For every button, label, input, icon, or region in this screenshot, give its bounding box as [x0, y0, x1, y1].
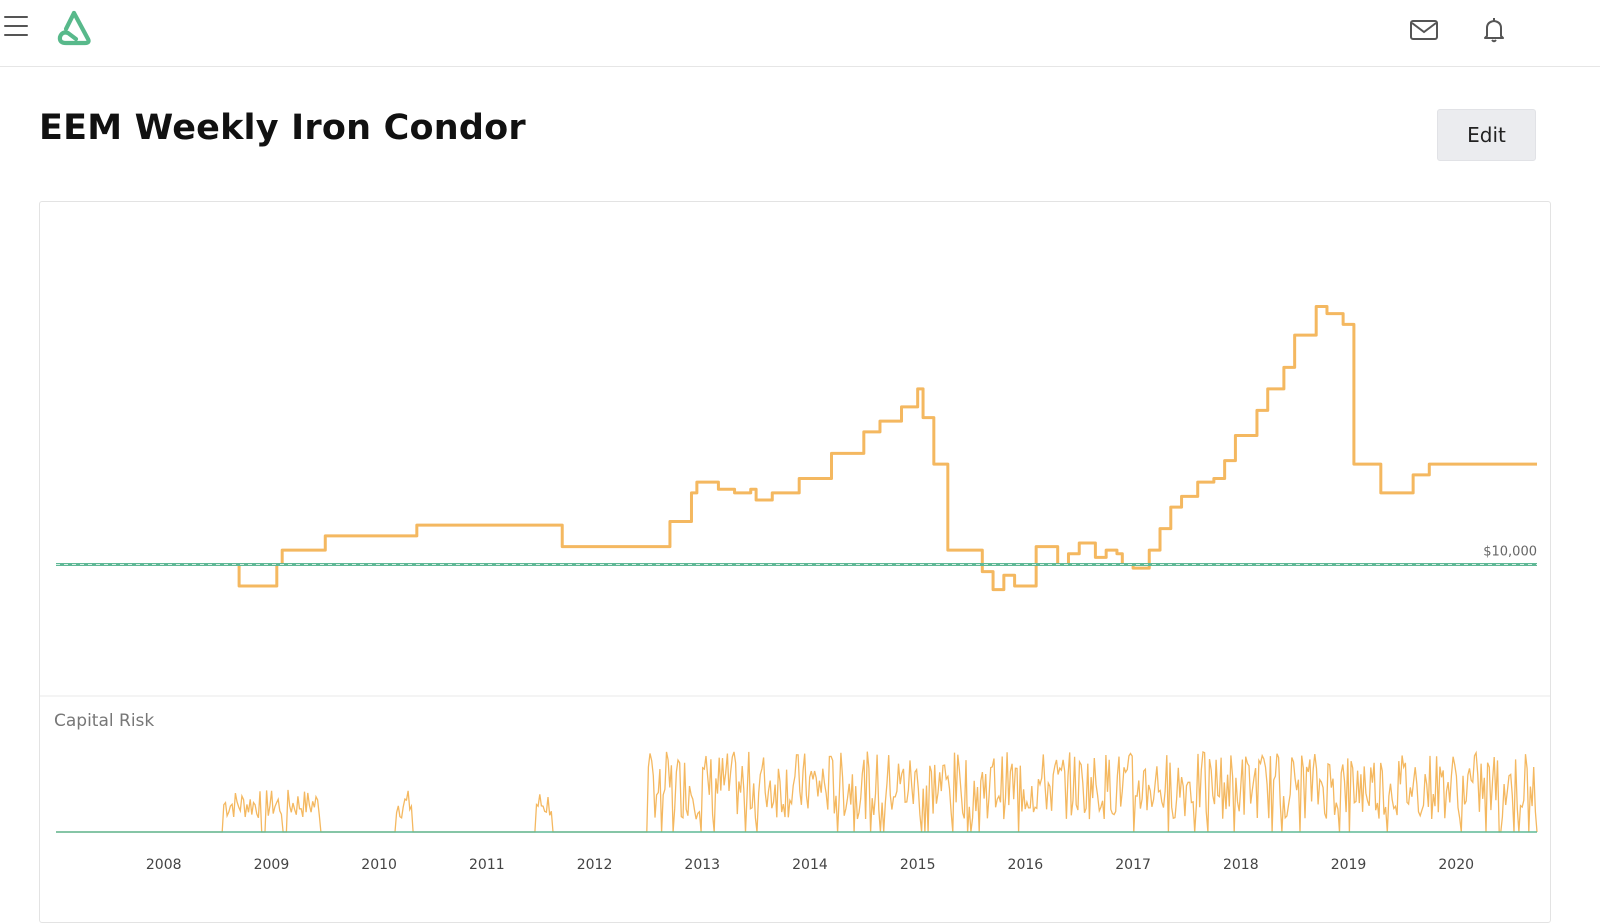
x-tick-label: 2012 — [577, 857, 613, 873]
x-tick-label: 2010 — [361, 857, 397, 873]
x-tick-label: 2013 — [684, 857, 720, 873]
hamburger-menu-icon[interactable] — [4, 16, 28, 38]
bell-icon[interactable] — [1478, 14, 1510, 46]
equity-layer — [228, 305, 1537, 592]
x-tick-label: 2009 — [254, 857, 290, 873]
page-title: EEM Weekly Iron Condor — [39, 108, 526, 148]
top-navigation-bar — [0, 0, 1600, 67]
capital-risk-layer — [56, 750, 1538, 833]
capital-risk-series-line — [56, 750, 1538, 833]
mail-icon[interactable] — [1408, 14, 1440, 46]
chart-card: $10,000 Capital Risk 2008 2009 2010 2011 201… — [39, 201, 1551, 923]
app-logo-icon[interactable] — [54, 9, 94, 47]
x-tick-label: 2014 — [792, 857, 828, 873]
x-tick-label: 2018 — [1223, 857, 1259, 873]
x-axis-ticks: 2008 2009 2010 2011 2012 2013 2014 2015 2016 2017… — [146, 857, 1474, 873]
capital-risk-title: Capital Risk — [54, 711, 154, 731]
x-tick-label: 2008 — [146, 857, 182, 873]
x-tick-label: 2017 — [1115, 857, 1151, 873]
x-tick-label: 2020 — [1438, 857, 1474, 873]
x-tick-label: 2016 — [1008, 857, 1044, 873]
x-tick-label: 2019 — [1331, 857, 1367, 873]
equity-series-line — [228, 305, 1537, 592]
baseline-label: $10,000 — [1483, 545, 1537, 560]
x-tick-label: 2011 — [469, 857, 505, 873]
edit-button[interactable]: Edit — [1437, 109, 1536, 161]
equity-chart: $10,000 Capital Risk 2008 2009 2010 2011 201… — [40, 305, 1550, 873]
x-tick-label: 2015 — [900, 857, 936, 873]
